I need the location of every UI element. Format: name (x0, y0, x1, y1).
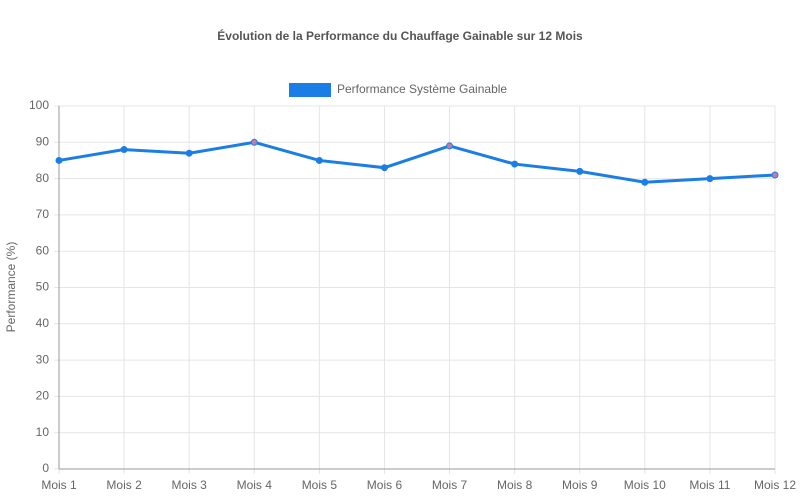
legend-swatch (289, 83, 331, 97)
x-tick-label: Mois 8 (497, 478, 533, 492)
y-tick-label: 80 (36, 171, 50, 185)
series-line (58, 140, 776, 184)
legend-label: Performance Système Gainable (337, 82, 507, 96)
data-point (250, 138, 258, 146)
data-point (120, 146, 128, 154)
data-point (511, 160, 519, 168)
x-tick-label: Mois 1 (41, 478, 77, 492)
data-point (771, 171, 779, 179)
y-tick-label: 100 (29, 98, 49, 112)
y-tick-label: 60 (36, 243, 50, 257)
y-tick-label: 20 (36, 389, 50, 403)
data-point (576, 167, 584, 175)
x-tick-label: Mois 6 (367, 478, 403, 492)
y-tick-label: 40 (36, 316, 50, 330)
y-tick-label: 70 (36, 207, 50, 221)
y-tick-label: 0 (42, 461, 49, 475)
x-tick-label: Mois 10 (624, 478, 666, 492)
y-tick-label: 10 (36, 425, 50, 439)
y-tick-label: 50 (36, 280, 50, 294)
chart-title: Évolution de la Performance du Chauffage… (217, 28, 583, 43)
data-point (706, 175, 714, 183)
data-point (446, 142, 454, 150)
data-point (55, 156, 63, 164)
data-point (185, 149, 193, 157)
x-tick-label: Mois 11 (689, 478, 730, 492)
y-tick-label: 90 (36, 134, 50, 148)
x-tick-label: Mois 9 (562, 478, 598, 492)
data-point (380, 164, 388, 172)
x-tick-label: Mois 7 (432, 478, 468, 492)
x-tick-label: Mois 3 (172, 478, 208, 492)
x-tick-label: Mois 2 (106, 478, 142, 492)
x-tick-label: Mois 12 (754, 478, 796, 492)
data-point (315, 156, 323, 164)
y-axis-label: Performance (%) (4, 242, 18, 333)
x-tick-label: Mois 4 (237, 478, 273, 492)
x-tick-label: Mois 5 (302, 478, 338, 492)
y-tick-label: 30 (36, 352, 50, 366)
data-point (641, 178, 649, 186)
